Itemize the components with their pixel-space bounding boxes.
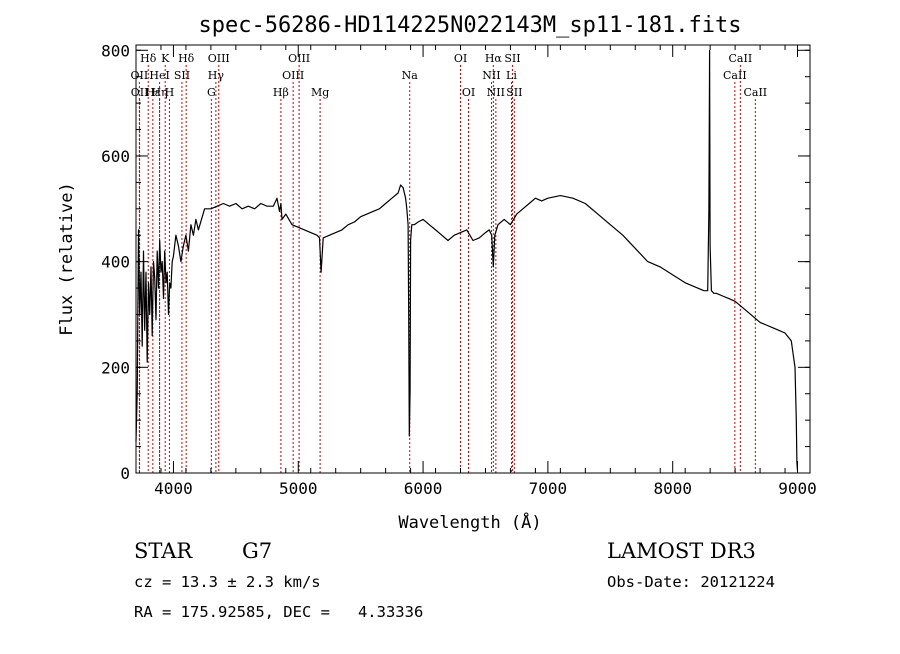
axes: 4000 5000 6000 7000 8000 9000 0 200 400 600 800 (101, 41, 817, 498)
line-marker-label: Hε (145, 86, 161, 99)
x-tick-label: 5000 (279, 479, 318, 498)
x-tick-label: 7000 (529, 479, 568, 498)
survey-name: LAMOST DR3 (607, 539, 756, 563)
chart-title: spec-56286-HD114225N022143M_sp11-181.fit… (198, 13, 741, 38)
y-tick-label: 400 (101, 253, 130, 272)
x-tick-label: 8000 (653, 479, 692, 498)
line-marker-label: CaII (729, 52, 753, 65)
y-tick-label: 0 (120, 464, 130, 483)
x-tick-label: 6000 (404, 479, 443, 498)
line-marker-label: HeI (149, 69, 169, 82)
line-marker-label: Hβ (273, 86, 289, 99)
ra-dec-coordinates: RA = 175.92585, DEC = 4.33336 (134, 603, 424, 621)
y-tick-label: 200 (101, 358, 130, 377)
line-marker-label: K (161, 52, 170, 65)
redshift-velocity: cz = 13.3 ± 2.3 km/s (134, 573, 321, 591)
line-marker-label: OI (454, 52, 467, 65)
line-marker-label: NII (487, 86, 505, 99)
y-tick-label: 800 (101, 41, 130, 60)
y-tick-label: 600 (101, 147, 130, 166)
line-marker-label: Mg (311, 86, 329, 99)
line-marker-label: CaII (723, 69, 747, 82)
line-marker-label: Hδ (140, 52, 157, 65)
observation-date: Obs-Date: 20121224 (607, 573, 775, 591)
line-marker-label: OIII (288, 52, 310, 65)
line-marker-label: Hγ (208, 69, 225, 82)
plot-frame (135, 44, 811, 474)
x-tick-label: 4000 (154, 479, 193, 498)
line-marker-label: Hδ (178, 52, 195, 65)
x-axis-label: Wavelength (Å) (398, 511, 541, 533)
line-marker-label: NII (482, 69, 500, 82)
spectrum-line (135, 49, 799, 471)
line-marker-label: CaII (743, 86, 767, 99)
y-axis-label: Flux (relative) (57, 182, 77, 336)
line-marker-label: OII (131, 86, 149, 99)
x-tick-label: 9000 (778, 479, 817, 498)
line-marker-label: Hα (485, 52, 503, 65)
line-marker-label: OII (131, 69, 149, 82)
line-marker-label: OIII (208, 52, 230, 65)
line-marker-label: Hη (151, 86, 167, 99)
line-marker-label: SII (506, 86, 522, 99)
object-class: STAR (134, 539, 193, 563)
line-marker-label: H (165, 86, 175, 99)
line-marker-label: G (207, 86, 216, 99)
line-marker-label: OI (462, 86, 475, 99)
series-layer (135, 49, 799, 471)
line-marker-label: SII (174, 69, 190, 82)
line-marker-label: Li (506, 69, 517, 82)
line-marker-label: SII (504, 52, 520, 65)
line-marker-label: Na (402, 69, 419, 82)
object-subclass: G7 (242, 539, 273, 563)
line-marker-label: OIII (282, 69, 304, 82)
